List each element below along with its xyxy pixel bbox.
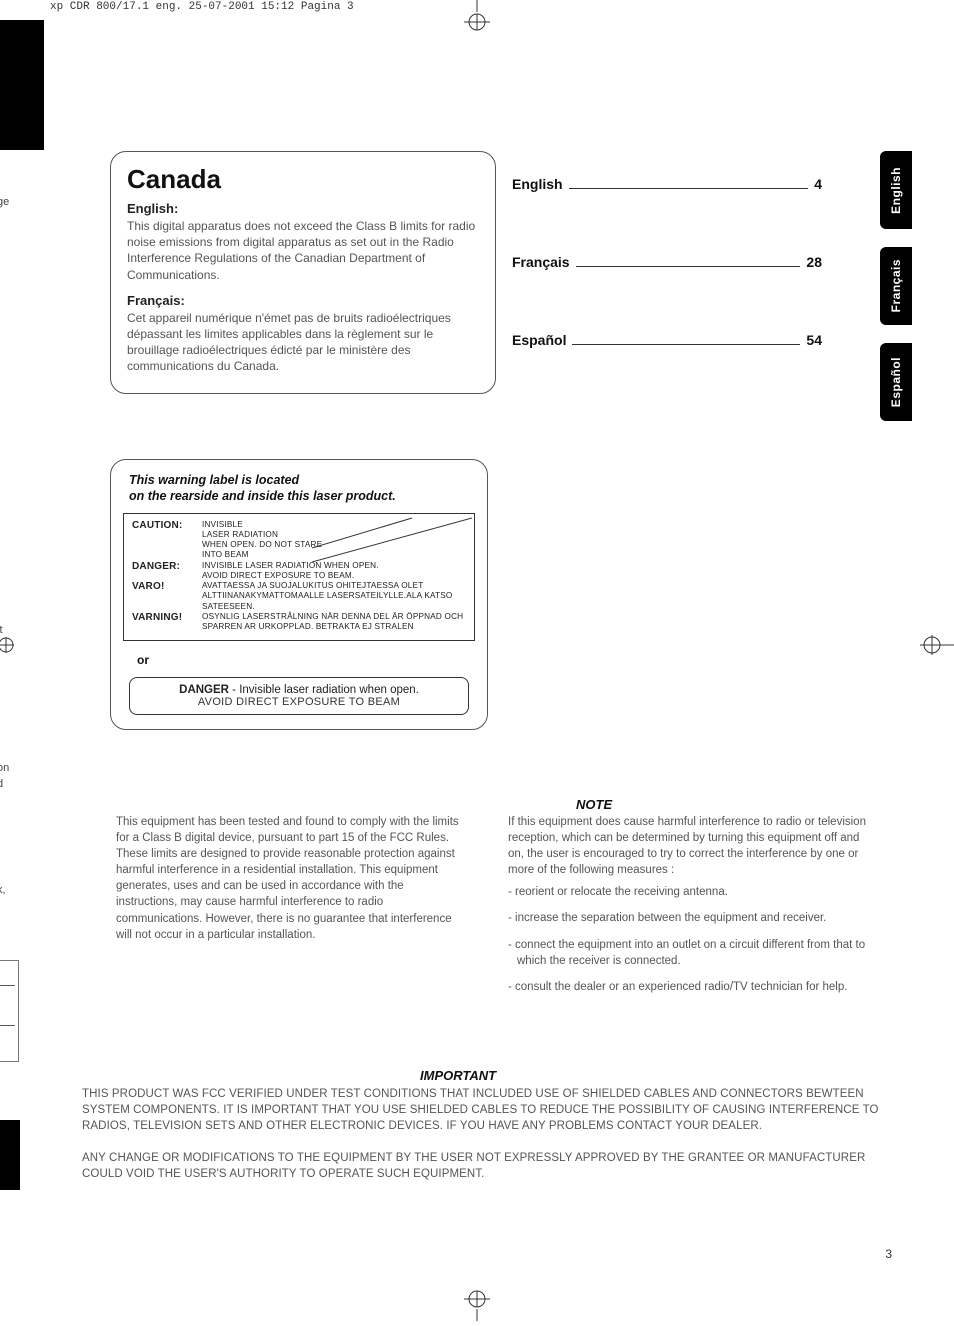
toc-page: 4 [814, 176, 822, 192]
registration-mark-left-icon [0, 635, 20, 655]
toc-label: Español [512, 332, 566, 348]
danger-line-2: AVOID DIRECT EXPOSURE TO BEAM [140, 696, 458, 708]
tab-francais[interactable]: Français [880, 247, 912, 325]
fcc-measures-list: - reorient or relocate the receiving ant… [508, 884, 878, 994]
or-label: or [137, 653, 475, 667]
registration-mark-right-icon [920, 635, 954, 655]
toc-row: English 4 [512, 176, 822, 192]
important-heading: IMPORTANT [420, 1068, 496, 1083]
warn-row: VARO!AVATTAESSA JA SUOJALUKITUS OHITEJTA… [132, 581, 466, 612]
warn-key: VARNING! [132, 612, 202, 633]
canada-title: Canada [127, 164, 479, 195]
toc-leader-line [569, 188, 809, 189]
warn-row: DANGER:INVISIBLE LASER RADIATION WHEN OP… [132, 561, 466, 582]
left-black-strip [0, 1120, 20, 1190]
left-bleed-text: ge [0, 196, 9, 208]
table-of-contents: English 4 Français 28 Español 54 [512, 176, 822, 410]
warning-header: This warning label is located on the rea… [129, 472, 475, 505]
left-bleed-text: k, [0, 884, 6, 896]
page: xp CDR 800/17.1 eng. 25-07-2001 15:12 Pa… [0, 0, 954, 1321]
canada-english-heading: English: [127, 201, 479, 216]
left-black-tab [0, 20, 44, 150]
toc-leader-line [572, 344, 800, 345]
language-tabs: English Français Español [880, 151, 912, 421]
list-item: - reorient or relocate the receiving ant… [508, 884, 878, 900]
canada-francais-heading: Français: [127, 293, 479, 308]
trim-text: xp CDR 800/17.1 eng. 25-07-2001 15:12 Pa… [50, 1, 354, 13]
left-bleed-text: d [0, 778, 3, 790]
canada-panel: Canada English: This digital apparatus d… [110, 151, 496, 394]
important-body: THIS PRODUCT WAS FCC VERIFIED UNDER TEST… [82, 1086, 882, 1198]
canada-english-text: This digital apparatus does not exceed t… [127, 218, 479, 283]
tab-english[interactable]: English [880, 151, 912, 229]
toc-page: 54 [806, 332, 822, 348]
laser-warning-panel: This warning label is located on the rea… [110, 459, 488, 730]
toc-row: Español 54 [512, 332, 822, 348]
tab-label: Français [889, 259, 903, 312]
toc-page: 28 [806, 254, 822, 270]
tab-label: English [889, 167, 903, 214]
page-number: 3 [885, 1247, 892, 1261]
left-rule [0, 1025, 15, 1026]
list-item: - increase the separation between the eq… [508, 910, 878, 926]
toc-label: Français [512, 254, 570, 270]
list-item: - connect the equipment into an outlet o… [508, 937, 878, 969]
left-bleed-text: on [0, 762, 9, 774]
warn-key: CAUTION: [132, 520, 202, 561]
toc-row: Français 28 [512, 254, 822, 270]
warning-label-box: CAUTION:INVISIBLE LASER RADIATION WHEN O… [123, 513, 475, 642]
danger-line-1: DANGER - Invisible laser radiation when … [140, 684, 458, 696]
fcc-right-block: If this equipment does cause harmful int… [508, 814, 878, 1005]
toc-label: English [512, 176, 563, 192]
danger-box: DANGER - Invisible laser radiation when … [129, 677, 469, 715]
cropmark-bottom-icon [452, 1289, 502, 1321]
label-diagonal-icon [312, 516, 472, 562]
note-heading: NOTE [576, 797, 612, 812]
warn-key: DANGER: [132, 561, 202, 582]
warn-row: VARNING!OSYNLIG LASERSTRÅLNING NÄR DENNA… [132, 612, 466, 633]
fcc-left-paragraph: This equipment has been tested and found… [116, 814, 460, 943]
important-paragraph: ANY CHANGE OR MODIFICATIONS TO THE EQUIP… [82, 1150, 882, 1182]
toc-leader-line [576, 266, 801, 267]
warn-value: INVISIBLE LASER RADIATION WHEN OPEN. AVO… [202, 561, 466, 582]
warn-value: AVATTAESSA JA SUOJALUKITUS OHITEJTAESSA … [202, 581, 466, 612]
list-item: - consult the dealer or an experienced r… [508, 979, 878, 995]
left-rule [0, 985, 15, 986]
important-paragraph: THIS PRODUCT WAS FCC VERIFIED UNDER TEST… [82, 1086, 882, 1134]
left-cut-box [0, 960, 19, 1062]
tab-espanol[interactable]: Español [880, 343, 912, 421]
warn-key: VARO! [132, 581, 202, 612]
canada-francais-text: Cet appareil numérique n'émet pas de bru… [127, 310, 479, 375]
fcc-right-intro: If this equipment does cause harmful int… [508, 816, 866, 876]
warn-value: OSYNLIG LASERSTRÅLNING NÄR DENNA DEL ÄR … [202, 612, 466, 633]
tab-label: Español [889, 357, 903, 407]
cropmark-top-icon [452, 0, 502, 32]
